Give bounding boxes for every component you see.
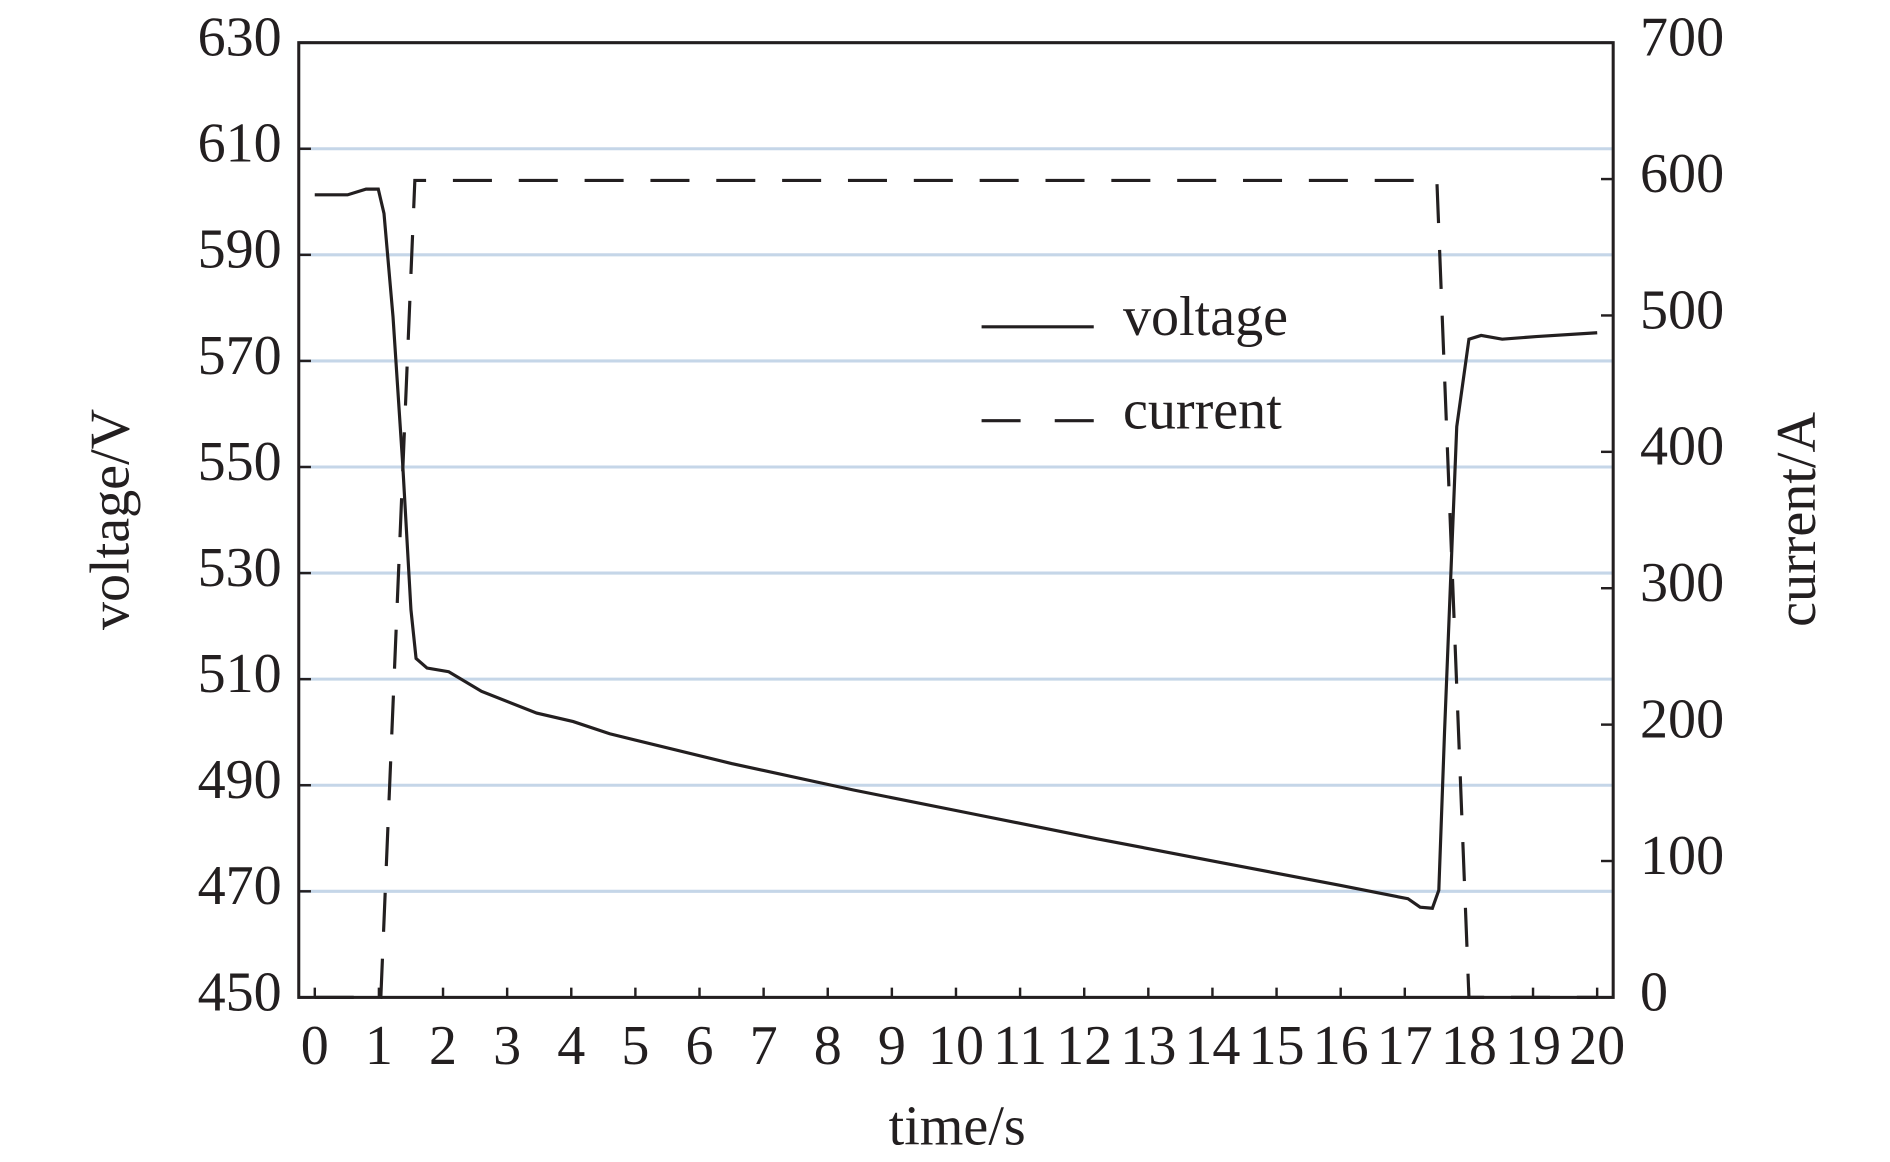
y2-tick-label: 0 [1640,961,1668,1023]
y2-tick-label: 300 [1640,552,1724,614]
x-tick-label: 3 [493,1015,521,1077]
y2-tick-label: 600 [1640,143,1724,205]
x-tick-label: 19 [1505,1015,1561,1077]
y-tick-label: 470 [198,855,282,917]
y-tick-label: 450 [198,961,282,1023]
x-tick-label: 11 [993,1015,1047,1077]
x-tick-label: 12 [1056,1015,1112,1077]
y2-tick-label: 200 [1640,688,1724,750]
y-tick-label: 570 [198,325,282,387]
y2-tick-label: 700 [1640,7,1724,69]
series-line [314,187,1598,910]
y-tick-label: 510 [198,643,282,705]
y-tick-label: 610 [198,113,282,175]
x-tick-label: 4 [557,1015,585,1077]
x-tick-label: 2 [429,1015,457,1077]
legend-label: voltage [1123,286,1288,348]
x-tick-label: 10 [928,1015,984,1077]
y2-tick-label: 400 [1640,416,1724,478]
x-tick-label: 0 [301,1015,329,1077]
x-tick-label: 6 [685,1015,713,1077]
x-tick-label: 13 [1120,1015,1176,1077]
y2-axis-title: current/A [1766,411,1828,626]
series-line [314,178,1598,999]
x-tick-label: 1 [365,1015,393,1077]
legend-label: current [1123,380,1282,442]
y2-tick-label: 100 [1640,825,1724,887]
x-tick-label: 8 [814,1015,842,1077]
x-tick-label: 16 [1313,1015,1369,1077]
x-tick-label: 5 [621,1015,649,1077]
y-axis-title: voltage/V [80,409,142,630]
y-tick-label: 630 [198,7,282,69]
x-tick-label: 18 [1441,1015,1497,1077]
x-tick-label: 7 [750,1015,778,1077]
x-tick-label: 14 [1184,1015,1240,1077]
y2-tick-label: 500 [1640,279,1724,341]
x-tick-label: 20 [1569,1015,1625,1077]
x-tick-label: 9 [878,1015,906,1077]
y-tick-label: 590 [198,219,282,281]
x-tick-label: 17 [1377,1015,1433,1077]
x-axis-title: time/s [889,1095,1026,1157]
x-tick-label: 15 [1249,1015,1305,1077]
y-tick-label: 490 [198,749,282,811]
y-tick-label: 530 [198,537,282,599]
plot-frame [297,41,1615,999]
y-tick-label: 550 [198,431,282,493]
